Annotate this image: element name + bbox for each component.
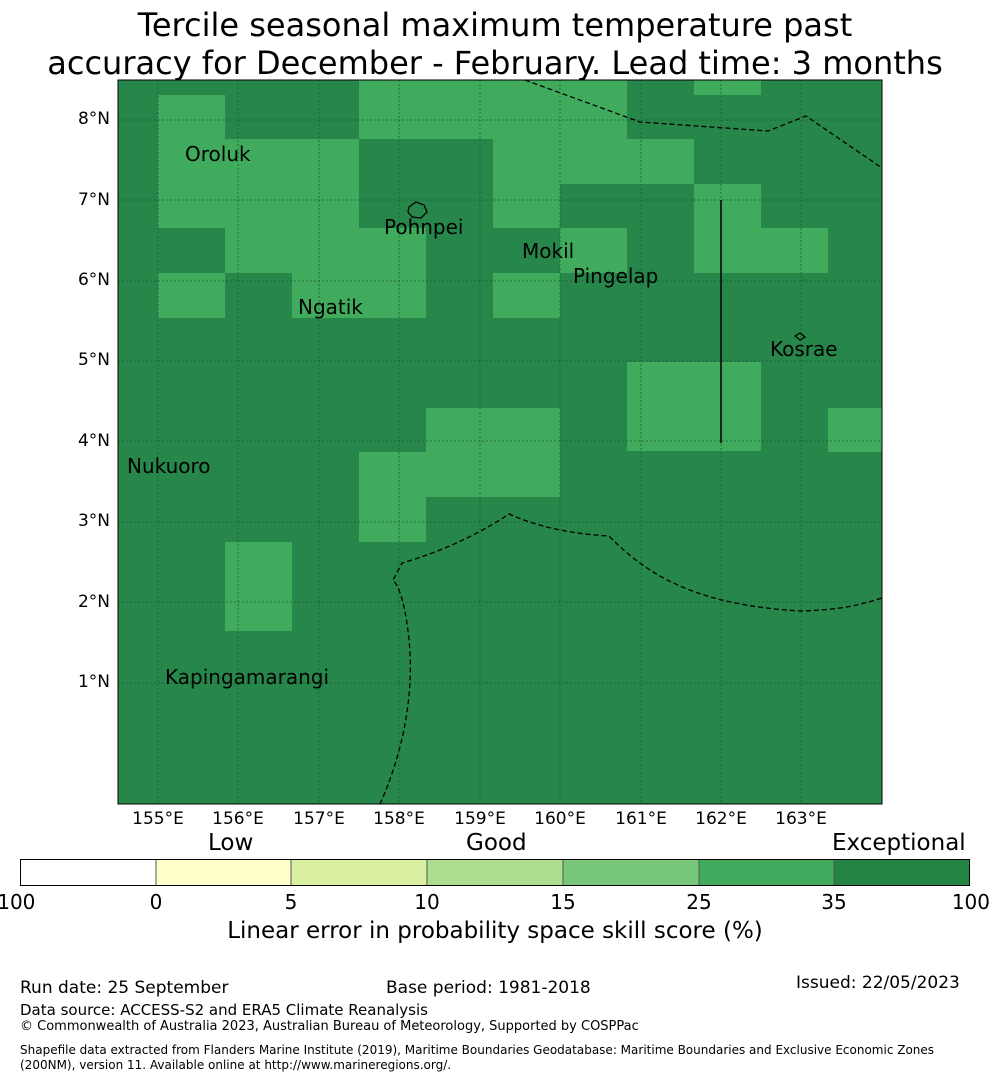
- skill-cell-good: [493, 139, 694, 184]
- skill-cell-good: [627, 362, 761, 451]
- skill-cell-good: [225, 228, 426, 273]
- lat-tick-label: 8°N: [77, 109, 110, 129]
- skill-cell-good: [828, 408, 882, 452]
- skill-cell-good: [225, 542, 292, 631]
- lon-tick-label: 161°E: [615, 809, 667, 829]
- colorbar-segment: [699, 859, 834, 886]
- colorbar-tick: 25: [686, 890, 712, 914]
- pohnpei-island-icon: [407, 201, 428, 219]
- colorbar-segment: [20, 859, 156, 886]
- skill-cell-good: [158, 139, 359, 228]
- base-period: Base period: 1981-2018: [386, 978, 591, 998]
- lat-tick-label: 1°N: [77, 672, 110, 692]
- colorbar-tick: 10: [414, 890, 440, 914]
- map-frame: [117, 79, 883, 805]
- skill-map: [117, 79, 883, 805]
- lon-tick-label: 163°E: [775, 809, 827, 829]
- colorbar-label: Linear error in probability space skill …: [227, 918, 763, 944]
- lat-tick-label: 4°N: [77, 431, 110, 451]
- data-source: Data source: ACCESS-S2 and ERA5 Climate …: [20, 1001, 428, 1019]
- skill-cell-good: [694, 184, 761, 228]
- lon-tick-label: 158°E: [373, 809, 425, 829]
- lon-tick-label: 162°E: [695, 809, 747, 829]
- colorbar-segment: [291, 859, 427, 886]
- colorbar-segment: [156, 859, 291, 886]
- eez-boundary-south: [379, 513, 883, 805]
- colorbar-tick: 35: [821, 890, 847, 914]
- lon-tick-label: 160°E: [534, 809, 586, 829]
- skill-cell-good: [493, 273, 560, 318]
- map-title: Tercile seasonal maximum temperature pas…: [0, 6, 990, 82]
- eez-boundary-north: [524, 79, 883, 169]
- place-label-mokil: Mokil: [522, 239, 575, 263]
- place-label-kapingamarangi: Kapingamarangi: [165, 665, 330, 689]
- lon-tick-label: 159°E: [454, 809, 506, 829]
- lon-tick-label: 156°E: [212, 809, 264, 829]
- category-low: Low: [208, 830, 254, 856]
- lat-tick-label: 7°N: [77, 190, 110, 210]
- skill-cell-good: [359, 452, 560, 497]
- colorbar-tick: 5: [284, 890, 298, 914]
- colorbar-tick: 100: [951, 890, 990, 914]
- title-line-1: Tercile seasonal maximum temperature pas…: [137, 6, 853, 44]
- place-label-kosrae: Kosrae: [770, 337, 838, 361]
- run-date: Run date: 25 September: [20, 978, 229, 998]
- category-good: Good: [466, 830, 527, 856]
- lat-tick-label: 3°N: [77, 511, 110, 531]
- skill-cell-good: [359, 497, 426, 542]
- lat-tick-label: 5°N: [77, 350, 110, 370]
- place-label-pingelap: Pingelap: [573, 264, 659, 288]
- issued-date: Issued: 22/05/2023: [796, 973, 960, 993]
- lat-tick-label: 2°N: [77, 592, 110, 612]
- skill-cell-good: [158, 273, 225, 318]
- title-line-2: accuracy for December - February. Lead t…: [47, 44, 943, 82]
- kosrae-island-icon: [793, 332, 807, 341]
- skill-cell-good: [560, 228, 627, 273]
- place-label-nukuoro: Nukuoro: [127, 454, 211, 478]
- skill-cell-good: [694, 228, 828, 273]
- colorbar-tick: 0: [149, 890, 163, 914]
- shapefile-credit: Shapefile data extracted from Flanders M…: [20, 1043, 935, 1072]
- copyright: © Commonwealth of Australia 2023, Austra…: [20, 1019, 639, 1034]
- colorbar-tick: -100: [0, 890, 36, 914]
- lon-tick-label: 157°E: [293, 809, 345, 829]
- lat-tick-label: 6°N: [77, 270, 110, 290]
- skill-cell-good: [426, 408, 560, 452]
- place-label-oroluk: Oroluk: [185, 142, 251, 166]
- eez-boundaries: [379, 79, 883, 805]
- skill-cell-good: [493, 184, 560, 228]
- lon-tick-label: 155°E: [132, 809, 184, 829]
- colorbar: [20, 859, 970, 886]
- skill-grid: [118, 80, 882, 804]
- colorbar-segment: [427, 859, 563, 886]
- skill-cell-good: [359, 80, 627, 139]
- colorbar-segment: [563, 859, 699, 886]
- place-label-pohnpei: Pohnpei: [384, 215, 464, 239]
- colorbar-tick: 15: [550, 890, 576, 914]
- skill-cell-good: [158, 95, 225, 139]
- colorbar-segment: [834, 859, 970, 886]
- category-exceptional: Exceptional: [832, 830, 966, 856]
- place-label-ngatik: Ngatik: [298, 295, 363, 319]
- skill-cell-good: [292, 273, 426, 318]
- skill-cell-good: [694, 80, 761, 95]
- island-outlines: [407, 201, 807, 341]
